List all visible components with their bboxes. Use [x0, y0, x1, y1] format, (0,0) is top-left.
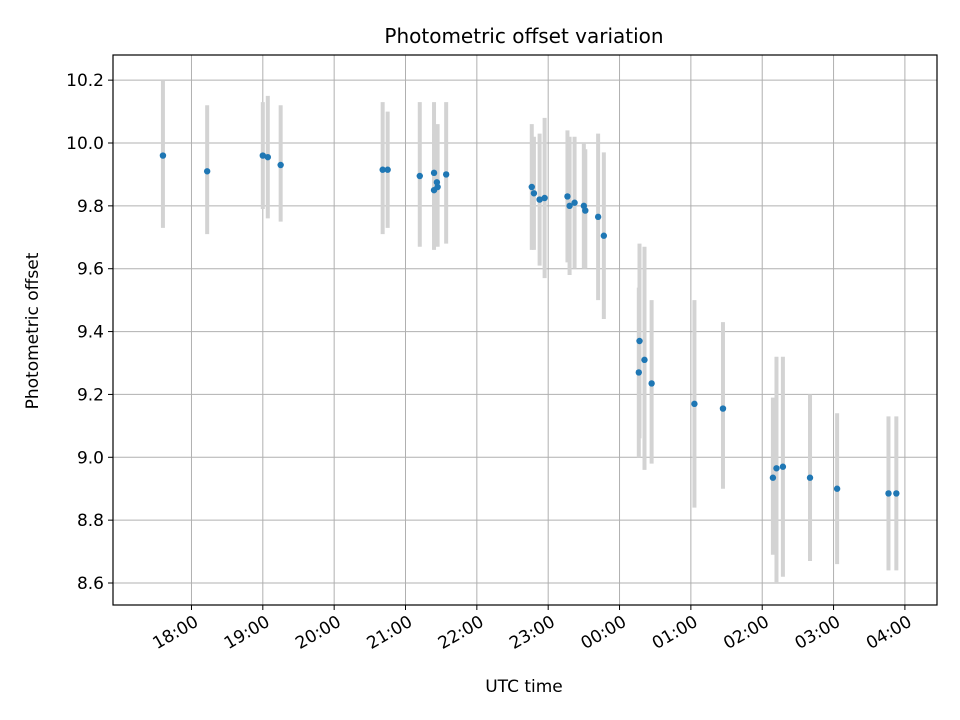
x-tick-label: 03:00 — [792, 612, 844, 654]
data-point — [384, 166, 391, 173]
data-point — [434, 183, 441, 191]
y-tick-label: 9.2 — [77, 385, 104, 405]
data-point — [779, 463, 787, 470]
y-tick-label: 9.0 — [77, 448, 104, 468]
y-tick-label: 9.4 — [77, 323, 104, 343]
y-axis-label: Photometric offset — [23, 252, 43, 409]
x-tick-label: 23:00 — [506, 612, 558, 654]
plot-frame — [112, 54, 938, 606]
data-point — [636, 337, 643, 345]
x-tick-label: 01:00 — [649, 612, 701, 654]
x-tick-label: 21:00 — [364, 612, 416, 654]
x-axis: 18:00 19:00 20:00 21:00 22:00 23:00 00:00 01:00… — [150, 605, 915, 654]
data-point — [769, 474, 777, 481]
data-point — [691, 400, 698, 408]
x-tick-label: 04:00 — [863, 612, 915, 654]
x-tick-label: 18:00 — [150, 612, 202, 654]
y-tick-label: 10.0 — [66, 134, 104, 154]
data-point — [594, 213, 602, 221]
x-tick-label: 22:00 — [435, 612, 487, 654]
data-point — [600, 232, 608, 239]
data-point — [571, 199, 578, 206]
y-tick-label: 8.8 — [77, 511, 104, 531]
data-point — [582, 207, 589, 214]
data-point — [430, 169, 438, 177]
x-tick-label: 02:00 — [720, 612, 772, 654]
data-point — [773, 465, 780, 472]
y-tick-label: 9.8 — [77, 197, 104, 217]
chart-title: Photometric offset variation — [384, 24, 663, 48]
data-point — [719, 405, 727, 412]
data-point — [264, 153, 272, 161]
x-tick-label: 20:00 — [292, 612, 344, 654]
data-points — [159, 152, 900, 497]
grid — [113, 55, 937, 605]
data-point — [528, 183, 535, 191]
data-point — [806, 474, 814, 481]
data-point — [893, 490, 900, 497]
data-point — [641, 356, 648, 364]
y-tick-label: 9.6 — [77, 260, 104, 280]
data-point — [566, 202, 573, 210]
data-point — [379, 166, 386, 173]
data-point — [159, 152, 167, 159]
y-tick-label: 10.2 — [66, 71, 104, 91]
data-point — [635, 369, 642, 376]
data-point — [416, 172, 423, 180]
data-point — [442, 171, 450, 178]
data-point — [536, 196, 543, 203]
data-point — [564, 193, 571, 200]
y-tick-label: 8.6 — [77, 574, 104, 594]
data-point — [833, 485, 841, 492]
data-point — [277, 161, 284, 169]
data-point — [259, 152, 267, 159]
data-point — [541, 194, 548, 202]
data-point — [433, 179, 441, 186]
data-point — [530, 190, 538, 197]
y-axis: 8.6 8.8 9.0 9.2 9.4 9.6 9.8 10.0 10.2 — [66, 71, 113, 594]
x-tick-label: 00:00 — [578, 612, 630, 654]
data-point — [203, 168, 211, 175]
x-axis-label: UTC time — [485, 677, 563, 697]
data-point — [648, 380, 655, 387]
x-tick-label: 19:00 — [221, 612, 273, 654]
data-point — [885, 490, 892, 497]
